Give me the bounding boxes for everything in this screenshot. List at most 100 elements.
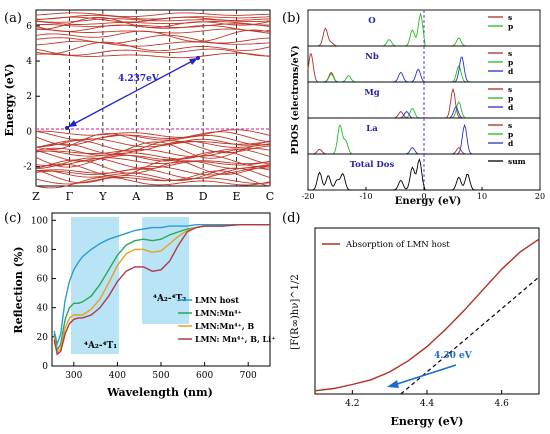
band-lines — [35, 12, 271, 189]
ytick-label: 2 — [26, 92, 32, 102]
ytick-label: 40 — [37, 304, 49, 314]
panel-d-xlabel: Energy (eV) — [390, 415, 463, 428]
panel-d-ylabel: [F(R∞)hν]^1/2 — [290, 274, 301, 349]
legend-label-p: p — [508, 58, 513, 67]
ytick-label: 0 — [42, 362, 48, 372]
kpoint-label: E — [233, 190, 241, 203]
xtick-label: 500 — [152, 371, 169, 381]
band-line — [35, 140, 271, 152]
band-line — [35, 52, 271, 59]
panel-a-ylabel: Energy (eV) — [3, 63, 16, 136]
transition-t2-label: ⁴A₂-⁴T₂ — [153, 294, 186, 304]
xtick-label: 20 — [535, 192, 545, 201]
panel-d-frame — [314, 227, 540, 395]
panel-c-label: (c) — [4, 211, 21, 226]
legend-label-sum: sum — [508, 157, 526, 166]
legend-label-3: LMN:Mn⁴⁺, B — [195, 321, 254, 331]
band-line — [35, 16, 271, 23]
cbm-point — [196, 56, 200, 60]
band-line — [35, 129, 271, 138]
kpoint-label: A — [131, 190, 141, 203]
legend-label-s: s — [508, 121, 512, 130]
panel-b-xlabel: Energy (eV) — [395, 196, 461, 207]
ytick-label: 4 — [26, 57, 32, 67]
band-line — [35, 150, 271, 165]
band-line — [35, 20, 271, 26]
panel-b-xticks: -20 -10 0 10 20 — [302, 187, 545, 201]
ytick-label: 20 — [37, 333, 49, 343]
band-line — [35, 134, 271, 146]
legend-label-p: p — [508, 94, 513, 103]
pdos-subpanel-total-dos: Total Dos sum — [307, 153, 541, 191]
kpoint-label: B — [166, 190, 174, 203]
xtick-label: 400 — [109, 371, 126, 381]
panel-b-label: (b) — [282, 11, 300, 26]
band-line — [35, 40, 271, 47]
band-line — [35, 148, 271, 160]
band-line — [35, 167, 271, 181]
legend-label-2: LMN:Mn⁴⁺ — [195, 308, 242, 318]
xtick-label: -20 — [302, 192, 315, 201]
xtick-label: -10 — [360, 192, 373, 201]
ytick-label: -2 — [23, 163, 32, 173]
panel-a-yticks: -2 0 2 4 6 — [23, 22, 40, 173]
band-line — [35, 34, 271, 44]
band-line — [35, 28, 271, 34]
panel-a: (a) Energy (eV) -2 0 2 4 6 Z Γ Y A B D E C 4.237eV — [3, 9, 274, 203]
gap-arrow — [67, 57, 199, 128]
xtick-label: 4.2 — [345, 399, 359, 409]
pdos-subpanel-mg: Mg spd — [307, 81, 541, 119]
band-line — [36, 14, 271, 20]
band-line — [35, 130, 271, 143]
panel-c-axes: 300 400 500 600 700 0 20 40 60 80 100 — [31, 216, 257, 381]
edge-energy-label: 4.30 eV — [434, 351, 473, 361]
legend-label-p: p — [508, 22, 513, 31]
tauc-lines — [314, 238, 540, 395]
band-line — [35, 18, 271, 23]
band-line — [35, 147, 271, 158]
xtick-label: 10 — [477, 192, 487, 201]
ytick-label: 100 — [31, 216, 48, 226]
element-label: La — [366, 124, 378, 134]
legend-label-s: s — [508, 85, 512, 94]
legend-label-1: LMN host — [195, 295, 239, 305]
reflection-line-1 — [53, 224, 270, 347]
xtick-label: 700 — [240, 371, 257, 381]
legend-label-d: d — [508, 139, 514, 148]
legend-label-p: p — [508, 130, 513, 139]
legend-label-s: s — [508, 49, 512, 58]
kpoint-label: D — [199, 190, 208, 203]
panel-d-axes: 4.2 4.4 4.6 — [345, 390, 509, 409]
ytick-label: 0 — [26, 127, 32, 137]
panel-b-ylabel: PDOS (electrons/eV) — [290, 45, 301, 154]
band-line — [35, 159, 271, 177]
element-label: Mg — [364, 88, 379, 98]
kpoint-label: Γ — [66, 190, 74, 203]
panel-c-ylabel: Reflection (%) — [12, 246, 25, 333]
ytick-label: 60 — [37, 275, 49, 285]
vbm-point — [65, 126, 69, 130]
panel-c-xlabel: Wavelength (nm) — [106, 386, 213, 399]
reflection-line-4 — [53, 224, 270, 356]
pdos-curve-sum — [308, 157, 540, 191]
band-line — [35, 154, 271, 168]
xtick-label: 0 — [421, 192, 426, 201]
band-line — [35, 141, 271, 159]
reflection-lines — [53, 224, 270, 356]
element-label: O — [368, 16, 376, 26]
panel-d: (d) 4.2 4.4 4.6 Absorption of LMN host 4.3… — [282, 211, 540, 428]
legend-label-4: LMN: Mn⁴⁺, B, Li⁺ — [195, 334, 275, 344]
band-highlight-2 — [142, 217, 189, 324]
element-label: Nb — [365, 52, 379, 62]
band-line — [35, 167, 271, 180]
band-line — [35, 23, 271, 28]
ytick-label: 6 — [26, 22, 32, 32]
panel-c-legend: LMN host LMN:Mn⁴⁺ LMN:Mn⁴⁺, B LMN: Mn⁴⁺, B,… — [178, 295, 275, 344]
gap-label: 4.237eV — [118, 74, 160, 84]
xtick-label: 4.6 — [495, 399, 510, 409]
band-highlight-1 — [71, 217, 119, 354]
